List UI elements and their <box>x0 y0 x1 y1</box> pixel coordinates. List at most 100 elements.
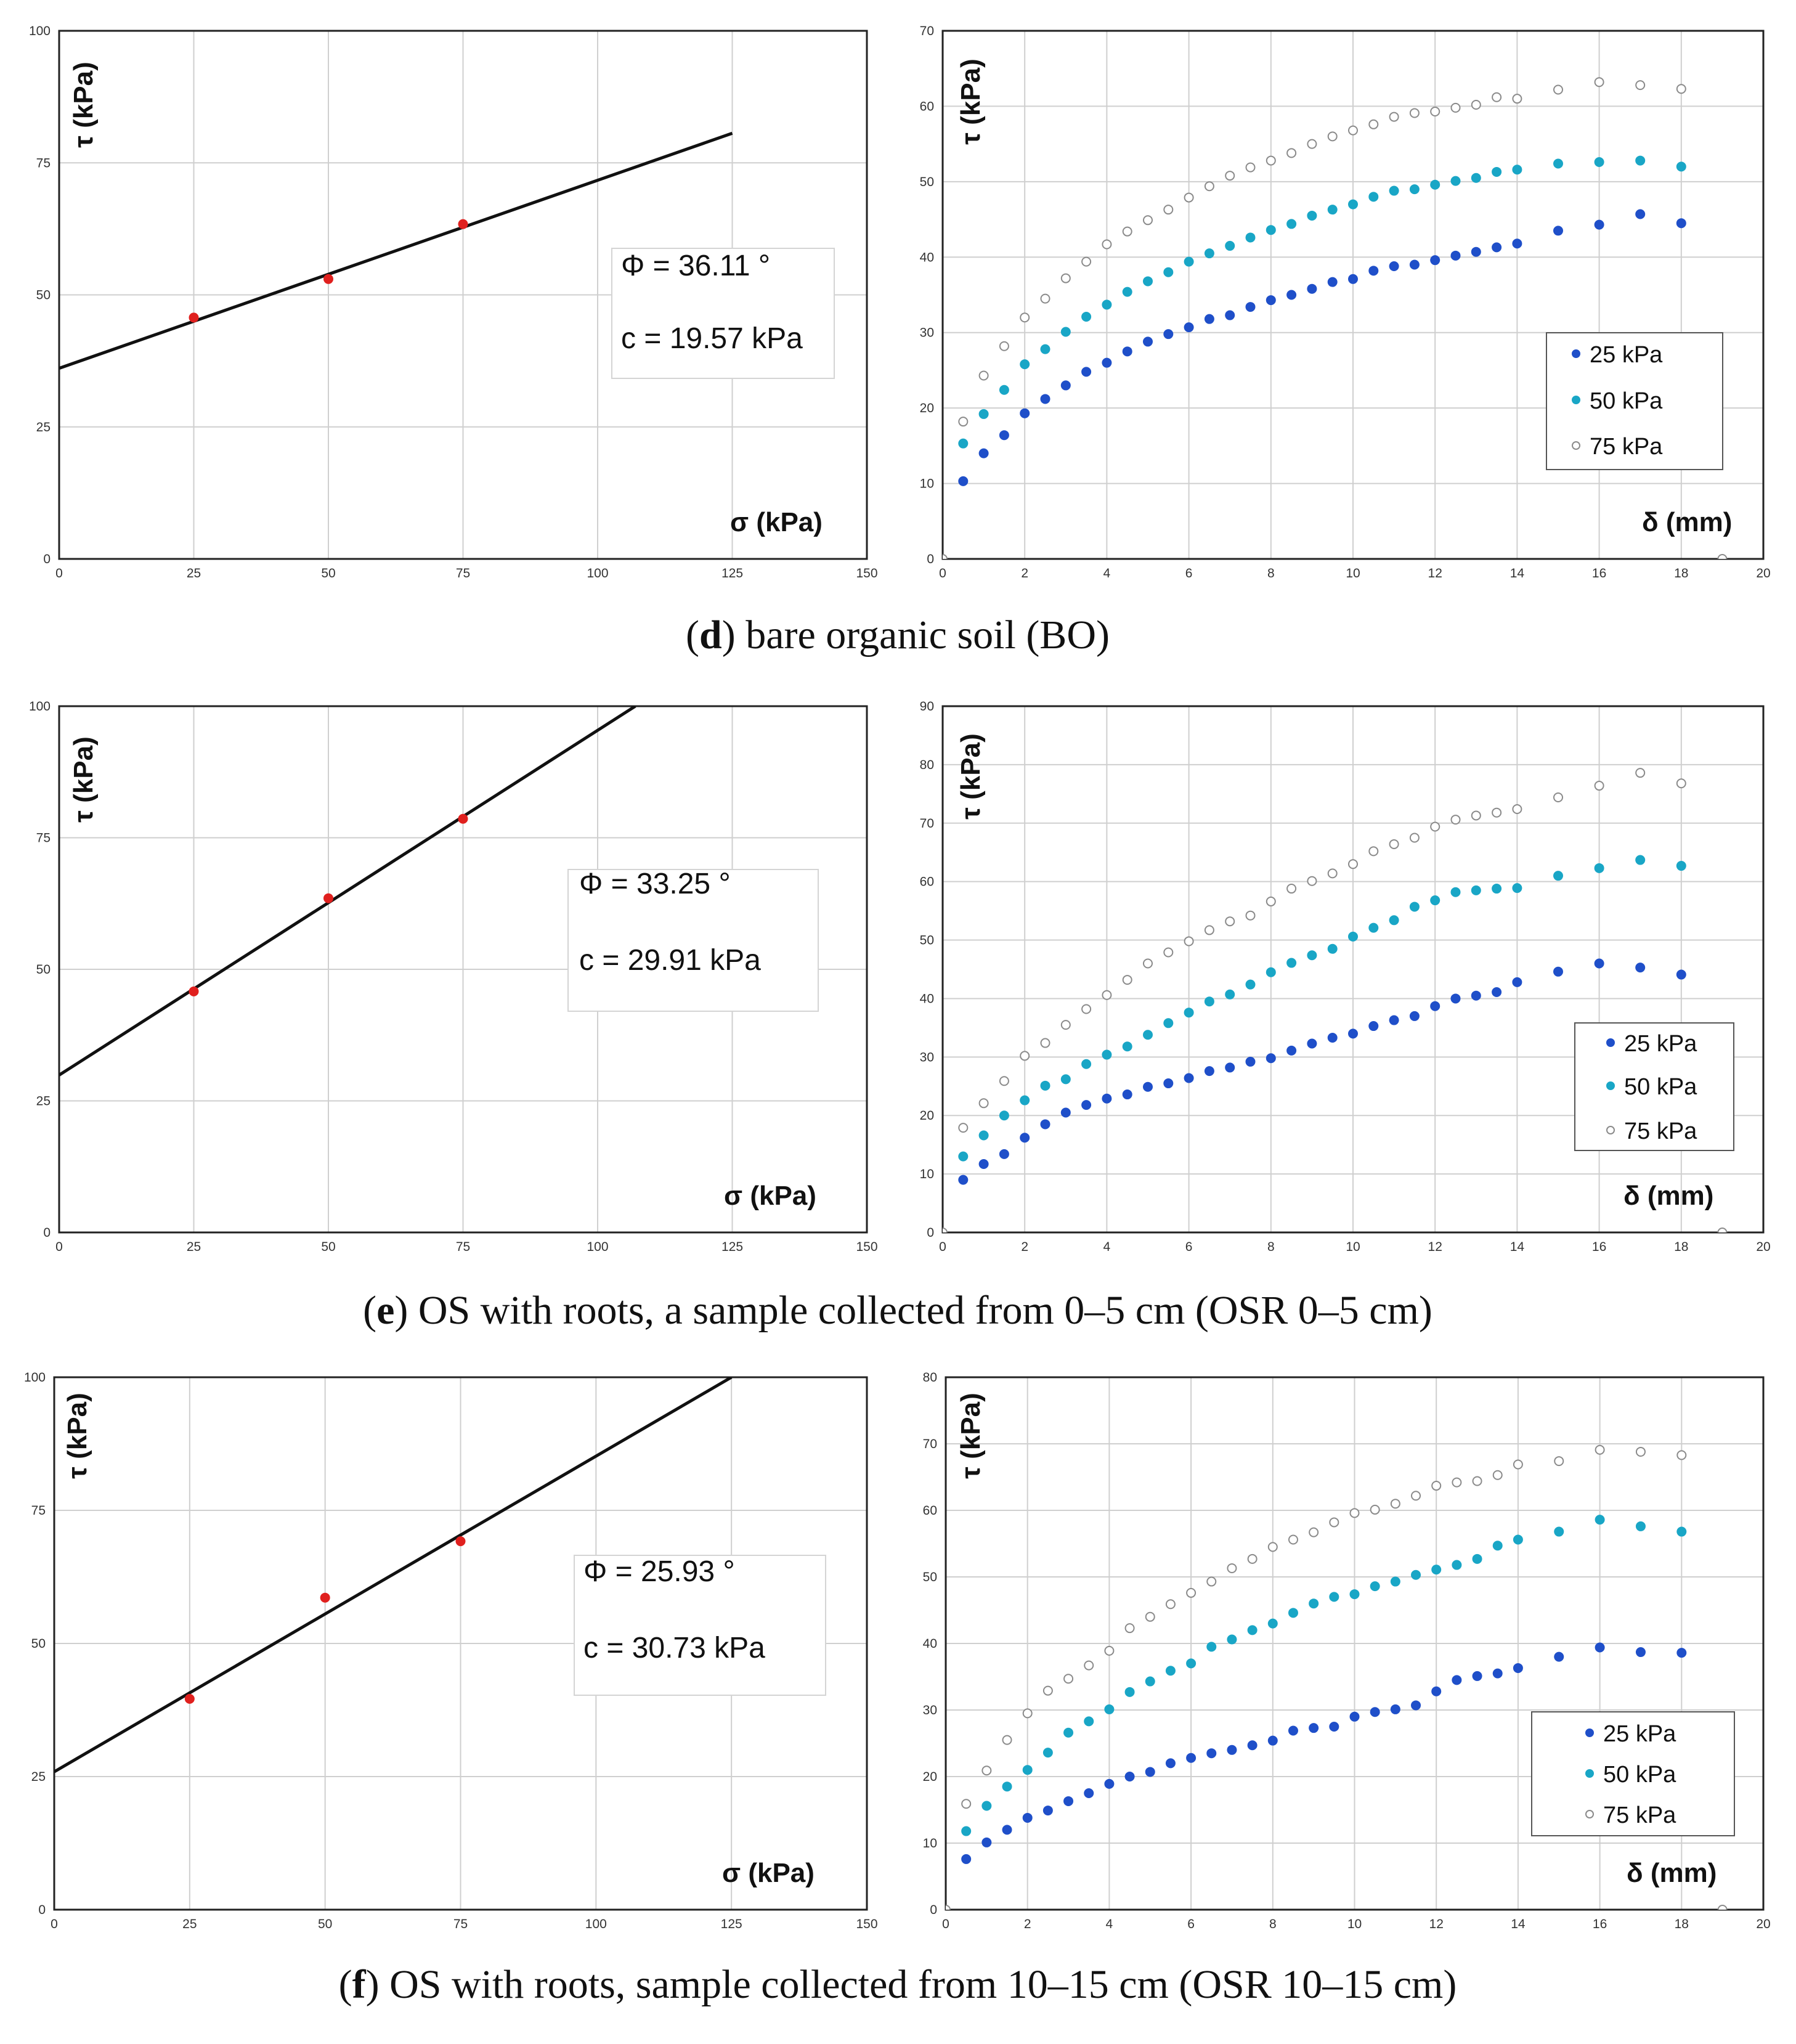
y-tick-label: 0 <box>927 552 934 566</box>
y-tick-label: 50 <box>923 1570 937 1584</box>
y-tick-label: 75 <box>36 156 51 170</box>
data-point-50-kpa <box>1102 299 1112 310</box>
plot-frame <box>58 30 868 560</box>
x-tick-label: 14 <box>1510 566 1525 580</box>
data-point-25-kpa <box>1430 1001 1440 1011</box>
x-tick-label: 20 <box>1756 1240 1770 1254</box>
y-tick-label: 75 <box>31 1504 46 1518</box>
caption-text: ) OS with roots, a sample collected from… <box>394 1288 1432 1333</box>
x-tick-label: 25 <box>182 1917 197 1931</box>
x-tick-label: 50 <box>321 1240 335 1254</box>
legend-label: 75 kPa <box>1624 1118 1697 1144</box>
data-point-50-kpa <box>1492 1541 1503 1551</box>
data-point-50-kpa <box>1124 1687 1135 1697</box>
data-point-50-kpa <box>1184 1008 1194 1018</box>
data-point-75-kpa <box>981 1765 992 1776</box>
x-tick-label: 20 <box>1756 1917 1770 1931</box>
data-point-50-kpa <box>1122 1041 1132 1052</box>
data-point-75-kpa <box>1122 975 1132 985</box>
data-point-25-kpa <box>1431 1686 1442 1696</box>
x-tick-label: 100 <box>587 566 608 580</box>
caption-open-paren: ( <box>339 1962 352 2007</box>
data-point-50-kpa <box>1554 1526 1564 1537</box>
legend-box <box>1531 1711 1735 1836</box>
legend-label: 75 kPa <box>1590 434 1663 460</box>
annotation-box <box>567 869 819 1012</box>
data-point-50-kpa <box>1450 176 1461 186</box>
data-point-25-kpa <box>1225 1062 1235 1073</box>
cohesion-label: c = 29.91 kPa <box>579 944 761 977</box>
data-point-25-kpa <box>1286 290 1297 300</box>
data-point-25-kpa <box>1227 1745 1237 1755</box>
data-point-75-kpa <box>1186 1587 1197 1598</box>
data-point-75-kpa <box>1472 1476 1482 1486</box>
data-point-50-kpa <box>1163 1018 1174 1028</box>
data-point-25-kpa <box>1309 1723 1319 1733</box>
data-point-75-kpa <box>1635 768 1646 778</box>
x-tick-label: 14 <box>1511 1917 1526 1931</box>
chart-f-curve: 0 2 4 6 8 10 12 14 16 18 20 0 10 20 30 40 50 60 70 80 τ (kPa… <box>923 1370 1771 1931</box>
data-point-50-kpa <box>981 1801 992 1811</box>
legend-marker <box>1585 1810 1594 1818</box>
plot-frame <box>53 1376 868 1911</box>
data-point-75-kpa <box>1676 778 1686 789</box>
data-point-75-kpa <box>1204 925 1214 935</box>
plot-marks <box>59 131 733 370</box>
data-point-75-kpa <box>1184 192 1194 203</box>
y-tick-label: 0 <box>930 1903 937 1917</box>
legend-marker <box>1606 1081 1615 1090</box>
x-tick-label: 0 <box>51 1917 58 1931</box>
data-point-75-kpa <box>1245 162 1256 173</box>
x-tick-label: 18 <box>1674 1240 1688 1254</box>
data-point-75-kpa <box>1512 804 1522 815</box>
data-point-25-kpa <box>1081 1100 1092 1110</box>
x-tick-label: 4 <box>1103 566 1111 580</box>
data-point-25-kpa <box>1163 329 1174 340</box>
x-tick-label: 6 <box>1187 1917 1195 1931</box>
data-point-75-kpa <box>1471 99 1481 110</box>
legend-marker <box>1572 441 1580 450</box>
data-point-50-kpa <box>1266 225 1276 235</box>
data-point-25-kpa <box>1081 367 1092 377</box>
y-tick-label: 100 <box>29 24 51 38</box>
data-point-25-kpa <box>1368 266 1379 276</box>
data-point-75-kpa <box>1450 815 1461 825</box>
data-point-75-kpa <box>1163 947 1174 958</box>
data-point-75-kpa <box>958 1123 969 1133</box>
data-point-25-kpa <box>1389 261 1399 271</box>
data-point-50-kpa <box>958 1151 969 1162</box>
data-point-25-kpa <box>1513 1663 1523 1673</box>
data-point-50-kpa <box>1389 915 1399 926</box>
data-point-50-kpa <box>1245 232 1256 243</box>
data-point-25-kpa <box>1492 1668 1503 1679</box>
data-point-25-kpa <box>1676 969 1686 980</box>
data-point-75-kpa <box>1225 916 1235 927</box>
data-point-75-kpa <box>1081 256 1092 267</box>
y-tick-label: 40 <box>923 1637 937 1651</box>
data-point-75-kpa <box>1594 781 1604 791</box>
data-point-50-kpa <box>1553 871 1563 881</box>
caption-open-paren: ( <box>363 1288 376 1333</box>
fit-line <box>54 1377 733 1773</box>
data-point-50-kpa <box>1042 1748 1053 1758</box>
data-point-50-kpa <box>1143 1030 1153 1040</box>
data-point-75-kpa <box>1327 131 1338 142</box>
data-point-50-kpa <box>1186 1658 1197 1669</box>
data-point <box>189 312 199 323</box>
data-point-75-kpa <box>1635 80 1646 91</box>
data-point <box>320 1592 330 1603</box>
data-point-75-kpa <box>1553 84 1563 95</box>
plot-frame <box>58 705 868 1234</box>
data-point-75-kpa <box>978 1098 989 1109</box>
x-axis-label: δ (mm) <box>1627 1858 1717 1888</box>
data-point-50-kpa <box>1266 967 1276 977</box>
y-tick-label: 20 <box>920 401 934 415</box>
caption-text: ) bare organic soil (BO) <box>722 613 1110 658</box>
data-point-50-kpa <box>1227 1634 1237 1645</box>
data-point-25-kpa <box>1676 1648 1687 1658</box>
data-point-75-kpa <box>1081 1004 1092 1014</box>
data-point-50-kpa <box>1327 943 1338 954</box>
x-tick-label: 16 <box>1592 1240 1606 1254</box>
y-tick-label: 50 <box>36 288 51 303</box>
